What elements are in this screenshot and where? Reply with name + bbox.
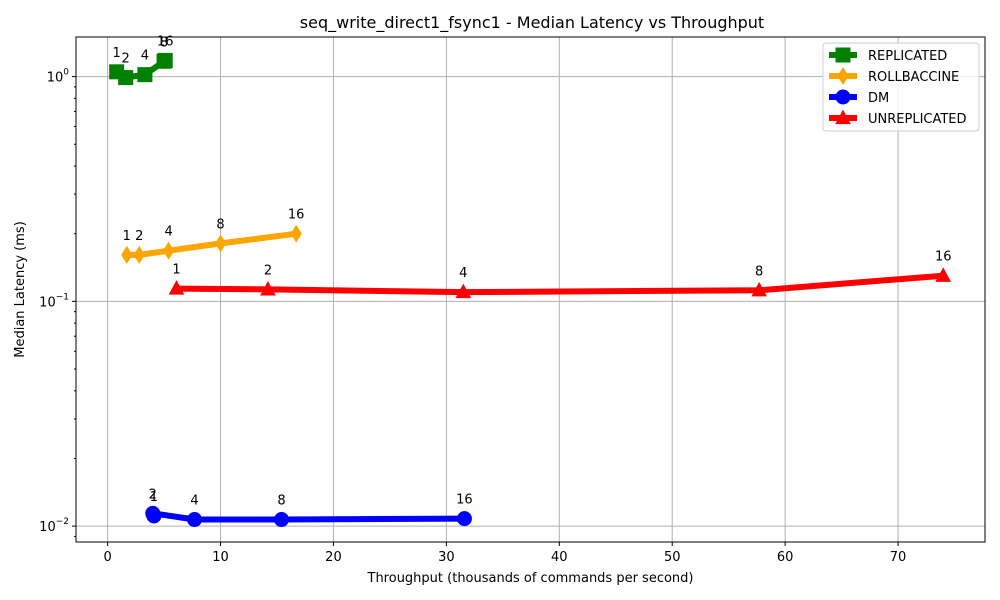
y-tick-label: 100 bbox=[47, 68, 70, 86]
data-point-rollbaccine bbox=[162, 241, 175, 260]
legend-marker-unreplicated bbox=[835, 109, 851, 125]
data-point-unreplicated bbox=[260, 281, 276, 296]
data-label-rollbaccine: 8 bbox=[216, 217, 224, 232]
axes: 0 10 20 30 40 50 60 70 10−2 10−1 100 bbox=[39, 68, 906, 565]
data-label-replicated: 4 bbox=[141, 49, 149, 64]
data-point-replicated bbox=[137, 67, 153, 83]
legend: REPLICATED ROLLBACCINE DM UNREPLICATED bbox=[822, 42, 980, 132]
data-label-dm: 8 bbox=[277, 494, 285, 509]
data-point-dm bbox=[456, 511, 472, 527]
legend-marker-replicated bbox=[835, 47, 851, 63]
legend-marker-dm bbox=[835, 89, 851, 105]
x-tick-label: 70 bbox=[890, 550, 907, 565]
data-label-unreplicated: 16 bbox=[935, 250, 952, 265]
data-label-unreplicated: 8 bbox=[755, 264, 763, 279]
data-label-rollbaccine: 2 bbox=[135, 229, 143, 244]
y-axis-label: Median Latency (ms) bbox=[13, 221, 28, 358]
legend-label-unreplicated: UNREPLICATED bbox=[868, 112, 967, 127]
y-tick-label: 10−2 bbox=[39, 517, 69, 535]
x-axis-label: Throughput (thousands of commands per se… bbox=[367, 571, 694, 586]
legend-label-rollbaccine: ROLLBACCINE bbox=[868, 70, 959, 85]
series-line-unreplicated bbox=[173, 272, 947, 296]
data-point-rollbaccine bbox=[214, 234, 227, 253]
data-point-rollbaccine bbox=[133, 245, 145, 264]
data-point-replicated bbox=[157, 52, 173, 68]
x-tick-label: 40 bbox=[551, 550, 568, 565]
data-label-replicated: 8 bbox=[160, 35, 168, 50]
x-tick-label: 50 bbox=[664, 550, 681, 565]
data-point-dm bbox=[145, 505, 161, 521]
x-tick-label: 0 bbox=[103, 550, 111, 565]
data-label-dm: 2 bbox=[149, 487, 157, 502]
data-label-rollbaccine: 16 bbox=[288, 208, 305, 223]
legend-label-dm: DM bbox=[868, 91, 889, 106]
x-tick-label: 60 bbox=[777, 550, 794, 565]
data-point-unreplicated bbox=[751, 281, 768, 297]
legend-item-replicated: REPLICATED bbox=[829, 47, 947, 64]
data-label-rollbaccine: 1 bbox=[123, 229, 131, 244]
data-point-unreplicated bbox=[935, 267, 952, 282]
data-label-unreplicated: 1 bbox=[172, 263, 180, 278]
chart-title: seq_write_direct1_fsync1 - Median Latenc… bbox=[300, 13, 764, 33]
series-dm: 12 4 8 16 bbox=[145, 487, 473, 528]
legend-box bbox=[822, 42, 980, 132]
data-label-dm: 4 bbox=[190, 494, 198, 509]
x-tick-label: 10 bbox=[212, 550, 229, 565]
data-label-unreplicated: 4 bbox=[459, 266, 467, 281]
y-tick-label: 10−1 bbox=[39, 292, 69, 310]
plot-frame bbox=[75, 36, 986, 543]
legend-label-replicated: REPLICATED bbox=[868, 49, 947, 64]
data-label-rollbaccine: 4 bbox=[164, 225, 172, 240]
legend-item-dm: DM bbox=[829, 89, 889, 106]
data-label-dm: 16 bbox=[456, 493, 473, 508]
data-point-dm bbox=[274, 512, 290, 528]
data-label-dm: 1 bbox=[150, 490, 158, 505]
data-point-replicated bbox=[118, 70, 134, 86]
data-label-replicated: 1 bbox=[113, 46, 121, 61]
data-point-dm bbox=[187, 512, 203, 528]
series-line-rollbaccine bbox=[123, 230, 300, 258]
data-point-rollbaccine bbox=[290, 224, 302, 243]
legend-item-unreplicated: UNREPLICATED bbox=[829, 109, 967, 127]
data-point-unreplicated bbox=[455, 283, 472, 299]
series-unreplicated: 1 2 4 8 16 bbox=[168, 250, 952, 299]
series-rollbaccine: 1 2 4 8 16 bbox=[121, 208, 305, 264]
data-point-unreplicated bbox=[168, 280, 185, 295]
data-point-rollbaccine bbox=[121, 245, 133, 264]
legend-item-rollbaccine: ROLLBACCINE bbox=[829, 67, 959, 85]
data-label-replicated: 16 bbox=[157, 34, 174, 49]
legend-marker-rollbaccine bbox=[837, 67, 849, 85]
x-tick-label: 30 bbox=[438, 550, 455, 565]
x-tick-label: 20 bbox=[325, 550, 342, 565]
data-label-unreplicated: 2 bbox=[264, 263, 272, 278]
data-label-replicated: 2 bbox=[122, 52, 130, 67]
